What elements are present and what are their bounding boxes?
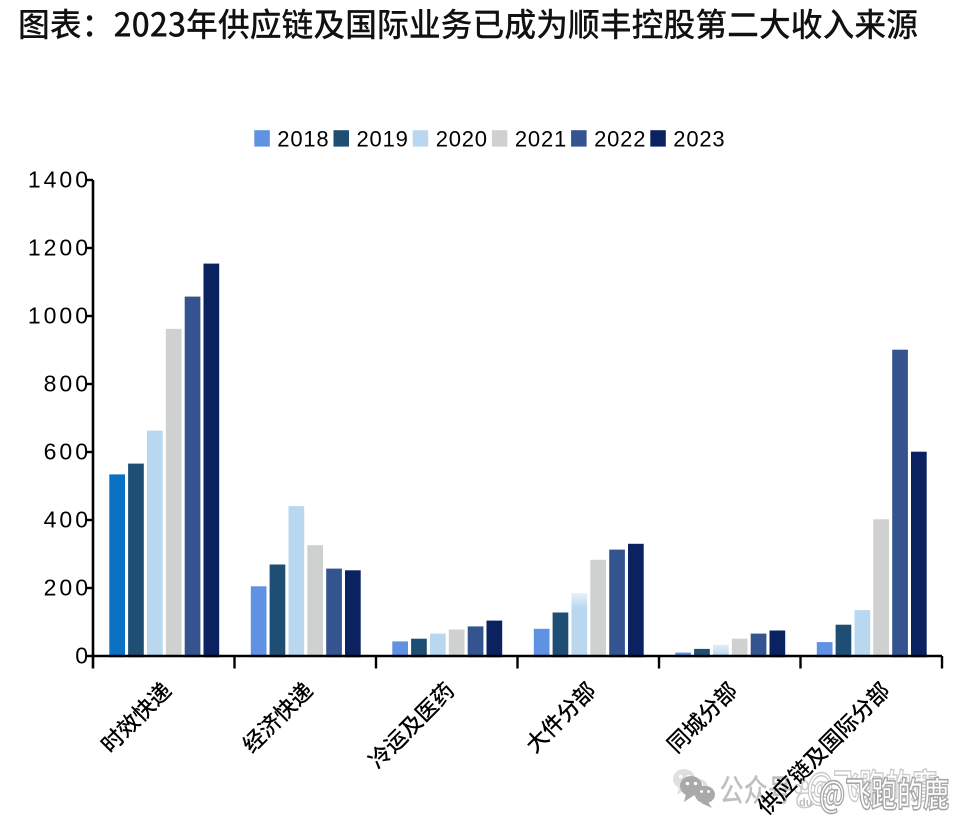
svg-text:2019: 2019	[357, 127, 409, 152]
svg-text:2021: 2021	[515, 127, 567, 152]
svg-text:1400: 1400	[28, 167, 91, 193]
svg-text:2020: 2020	[436, 127, 488, 152]
svg-text:0: 0	[75, 643, 91, 669]
svg-text:200: 200	[44, 575, 91, 601]
svg-text:1200: 1200	[28, 235, 91, 261]
svg-text:400: 400	[44, 507, 91, 533]
svg-text:2023: 2023	[673, 127, 725, 152]
svg-text:1000: 1000	[28, 303, 91, 329]
svg-text:2018: 2018	[277, 127, 329, 152]
svg-text:800: 800	[44, 371, 91, 397]
svg-text:2022: 2022	[594, 127, 646, 152]
svg-text:du: du	[799, 797, 812, 809]
svg-text:600: 600	[44, 439, 91, 465]
